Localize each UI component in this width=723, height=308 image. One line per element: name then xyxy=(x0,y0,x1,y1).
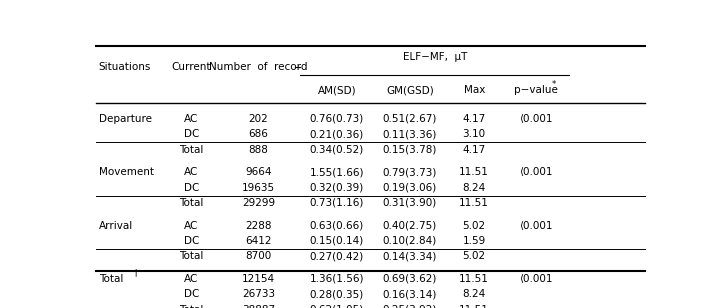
Text: 0.14(3.34): 0.14(3.34) xyxy=(382,251,437,261)
Text: Total: Total xyxy=(99,274,123,284)
Text: Total: Total xyxy=(179,145,203,155)
Text: 2288: 2288 xyxy=(245,221,272,230)
Text: 0.32(0.39): 0.32(0.39) xyxy=(309,183,364,192)
Text: 1.55(1.66): 1.55(1.66) xyxy=(309,167,364,177)
Text: 686: 686 xyxy=(249,129,268,139)
Text: 0.40(2.75): 0.40(2.75) xyxy=(382,221,437,230)
Text: 0.11(3.36): 0.11(3.36) xyxy=(382,129,437,139)
Text: AC: AC xyxy=(184,274,198,284)
Text: AM(SD): AM(SD) xyxy=(317,85,356,95)
Text: 0.19(3.06): 0.19(3.06) xyxy=(382,183,437,192)
Text: 4.17: 4.17 xyxy=(463,114,486,124)
Text: AC: AC xyxy=(184,221,198,230)
Text: 0.34(0.52): 0.34(0.52) xyxy=(309,145,364,155)
Text: 0.62(1.05): 0.62(1.05) xyxy=(309,305,364,308)
Text: 1.36(1.56): 1.36(1.56) xyxy=(309,274,364,284)
Text: DC: DC xyxy=(184,236,199,246)
Text: 0.28(0.35): 0.28(0.35) xyxy=(309,289,364,299)
Text: Departure: Departure xyxy=(99,114,152,124)
Text: Total: Total xyxy=(179,305,203,308)
Text: 26733: 26733 xyxy=(242,289,275,299)
Text: 11.51: 11.51 xyxy=(459,167,489,177)
Text: 0.73(1.16): 0.73(1.16) xyxy=(309,198,364,208)
Text: ⟨0.001: ⟨0.001 xyxy=(519,221,552,230)
Text: 29299: 29299 xyxy=(242,198,275,208)
Text: 9664: 9664 xyxy=(245,167,272,177)
Text: 5.02: 5.02 xyxy=(463,251,486,261)
Text: DC: DC xyxy=(184,183,199,192)
Text: 38887: 38887 xyxy=(242,305,275,308)
Text: 0.10(2.84): 0.10(2.84) xyxy=(382,236,437,246)
Text: Movement: Movement xyxy=(99,167,154,177)
Text: ⟨0.001: ⟨0.001 xyxy=(519,114,552,124)
Text: 0.31(3.90): 0.31(3.90) xyxy=(382,198,437,208)
Text: 11.51: 11.51 xyxy=(459,198,489,208)
Text: 5.02: 5.02 xyxy=(463,221,486,230)
Text: 202: 202 xyxy=(249,114,268,124)
Text: 0.15(3.78): 0.15(3.78) xyxy=(382,145,437,155)
Text: 6412: 6412 xyxy=(245,236,272,246)
Text: 0.51(2.67): 0.51(2.67) xyxy=(382,114,437,124)
Text: 0.21(0.36): 0.21(0.36) xyxy=(309,129,364,139)
Text: Current: Current xyxy=(171,62,211,71)
Text: DC: DC xyxy=(184,129,199,139)
Text: 0.79(3.73): 0.79(3.73) xyxy=(382,167,437,177)
Text: GM(GSD): GM(GSD) xyxy=(386,85,434,95)
Text: Arrival: Arrival xyxy=(99,221,133,230)
Text: 8700: 8700 xyxy=(245,251,272,261)
Text: 0.25(3.92): 0.25(3.92) xyxy=(382,305,437,308)
Text: DC: DC xyxy=(184,289,199,299)
Text: ⟨0.001: ⟨0.001 xyxy=(519,274,552,284)
Text: 11.51: 11.51 xyxy=(459,274,489,284)
Text: 0.27(0.42): 0.27(0.42) xyxy=(309,251,364,261)
Text: 0.69(3.62): 0.69(3.62) xyxy=(382,274,437,284)
Text: Max: Max xyxy=(463,85,485,95)
Text: ⟨0.001: ⟨0.001 xyxy=(519,167,552,177)
Text: 1.59: 1.59 xyxy=(463,236,486,246)
Text: p−value: p−value xyxy=(514,85,557,95)
Text: AC: AC xyxy=(184,114,198,124)
Text: 0.15(0.14): 0.15(0.14) xyxy=(309,236,364,246)
Text: 4.17: 4.17 xyxy=(463,145,486,155)
Text: Situations: Situations xyxy=(99,62,151,71)
Text: 8.24: 8.24 xyxy=(463,183,486,192)
Text: 0.76(0.73): 0.76(0.73) xyxy=(309,114,364,124)
Text: 0.16(3.14): 0.16(3.14) xyxy=(382,289,437,299)
Text: 11.51: 11.51 xyxy=(459,305,489,308)
Text: Total: Total xyxy=(179,251,203,261)
Text: 8.24: 8.24 xyxy=(463,289,486,299)
Text: Number  of  record: Number of record xyxy=(209,62,308,71)
Text: †: † xyxy=(134,269,138,278)
Text: 888: 888 xyxy=(249,145,268,155)
Text: *: * xyxy=(552,80,556,89)
Text: ELF−MF,  μT: ELF−MF, μT xyxy=(403,52,467,62)
Text: 0.63(0.66): 0.63(0.66) xyxy=(309,221,364,230)
Text: Total: Total xyxy=(179,198,203,208)
Text: AC: AC xyxy=(184,167,198,177)
Text: 12154: 12154 xyxy=(242,274,275,284)
Text: 3.10: 3.10 xyxy=(463,129,486,139)
Text: 19635: 19635 xyxy=(242,183,275,192)
